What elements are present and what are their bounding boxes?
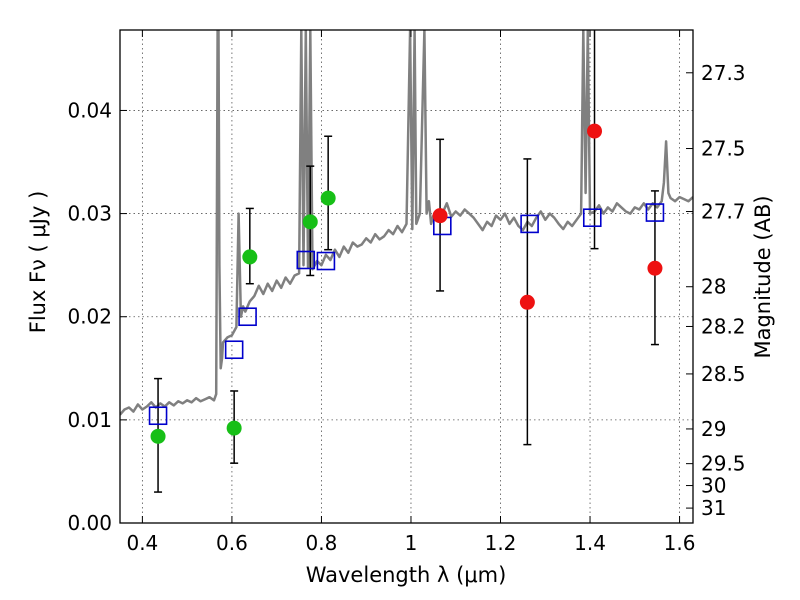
mag-tick-label: 28.5 xyxy=(701,362,746,386)
x-tick-label: 1.2 xyxy=(485,531,517,555)
model-photometry-square xyxy=(316,251,336,271)
y-tick-label: 0.00 xyxy=(67,511,112,535)
x-tick-label: 0.4 xyxy=(126,531,158,555)
x-tick-label: 1 xyxy=(405,531,418,555)
model-spectrum-line xyxy=(120,30,693,416)
plot-content xyxy=(120,30,693,493)
observed-flux-point xyxy=(242,249,258,265)
mag-tick-label: 30 xyxy=(701,474,726,498)
x-tick-label: 1.4 xyxy=(574,531,606,555)
grid xyxy=(120,30,693,524)
plot-frame xyxy=(119,29,694,524)
mag-tick-label: 28.2 xyxy=(701,314,746,338)
model-photometry-square xyxy=(520,214,539,234)
observed-flux-point xyxy=(150,428,166,444)
observed-flux-point xyxy=(320,190,336,206)
y-tick-label: 0.03 xyxy=(67,202,112,226)
mag-tick-label: 27.3 xyxy=(701,61,746,85)
y-axis-right-title: Magnitude (AB) xyxy=(751,195,775,358)
y-tick-label: 0.02 xyxy=(67,305,112,329)
mag-tick-label: 29.5 xyxy=(701,452,746,476)
observed-flux-point xyxy=(432,208,448,224)
x-tick-label: 0.6 xyxy=(216,531,248,555)
y-axis-title: Flux Fν ( μJy ) xyxy=(26,191,50,334)
model-photometry-square xyxy=(582,208,602,228)
model-photometry-square xyxy=(224,340,244,360)
y-tick-label: 0.01 xyxy=(67,408,112,432)
mag-tick-label: 29 xyxy=(701,417,726,441)
model-photometry-square xyxy=(645,203,665,222)
y-tick-label: 0.04 xyxy=(67,98,112,122)
observed-flux-point xyxy=(302,214,318,230)
model-photometry-square xyxy=(148,406,168,426)
tick-layer: 0.4 0.6 0.8 1 1.2 1.4 1.6 0.00 0.01 0.02 0.03 0.04 2… xyxy=(67,30,746,555)
mag-tick-label: 28 xyxy=(701,275,726,299)
mag-tick-label: 31 xyxy=(701,496,726,520)
x-tick-label: 1.6 xyxy=(664,531,696,555)
x-axis-title: Wavelength λ (μm) xyxy=(306,563,507,587)
mag-tick-label: 27.5 xyxy=(701,137,746,161)
observed-flux-point xyxy=(587,123,603,139)
observed-flux-point xyxy=(519,294,535,310)
series-layer xyxy=(120,30,693,493)
observed-flux-point xyxy=(647,260,663,276)
model-photometry-square xyxy=(296,250,316,270)
model-photometry-square xyxy=(238,307,257,327)
observed-flux-point xyxy=(226,420,242,436)
mag-tick-label: 27.7 xyxy=(701,200,746,224)
x-tick-label: 0.8 xyxy=(306,531,338,555)
